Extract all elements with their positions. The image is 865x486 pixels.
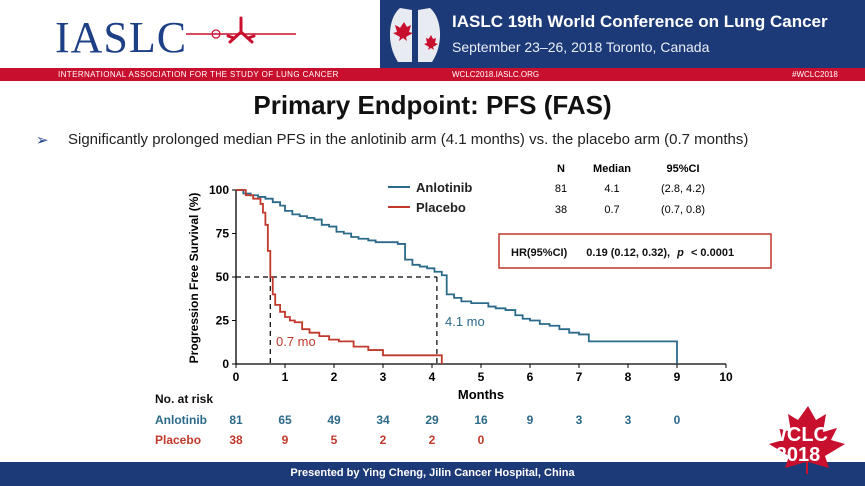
x-tick-label: 10 xyxy=(719,370,733,384)
red-strip xyxy=(0,68,865,81)
risk-count-placebo: 2 xyxy=(429,433,436,447)
risk-row-name-anlotinib: Anlotinib xyxy=(155,413,207,427)
x-tick-label: 4 xyxy=(429,370,436,384)
maple-leaf-lung-icon xyxy=(389,8,441,62)
risk-count-placebo: 2 xyxy=(380,433,387,447)
presenter-credit: Presented by Ying Cheng, Jilin Cancer Ho… xyxy=(290,467,575,479)
footer-bar xyxy=(0,462,865,486)
stats-header-median: Median xyxy=(593,163,631,175)
conference-dates: September 23–26, 2018 Toronto, Canada xyxy=(452,39,710,55)
legend-placebo: Placebo xyxy=(416,200,466,215)
risk-count-placebo: 9 xyxy=(282,433,289,447)
org-name: INTERNATIONAL ASSOCIATION FOR THE STUDY … xyxy=(58,70,339,79)
stats-cell: (0.7, 0.8) xyxy=(661,204,705,216)
x-tick-label: 0 xyxy=(233,370,240,384)
risk-count-anlotinib: 81 xyxy=(229,413,243,427)
wclc-badge: WCLC 2018 xyxy=(768,425,828,465)
conference-banner xyxy=(380,0,865,68)
hr-box xyxy=(498,233,772,269)
stats-cell: 4.1 xyxy=(604,183,619,195)
risk-count-anlotinib: 29 xyxy=(425,413,439,427)
stats-cell: 81 xyxy=(555,183,567,195)
risk-count-anlotinib: 3 xyxy=(576,413,583,427)
risk-count-anlotinib: 65 xyxy=(278,413,292,427)
bullet-arrow-icon: ➢ xyxy=(36,132,49,149)
hr-value: 0.19 (0.12, 0.32), xyxy=(586,247,670,259)
stats-header-ci: 95%CI xyxy=(666,163,699,175)
x-tick-label: 8 xyxy=(625,370,632,384)
y-tick-label: 25 xyxy=(216,314,230,328)
risk-table-label: No. at risk xyxy=(155,392,213,406)
bullet-text: Significantly prolonged median PFS in th… xyxy=(68,131,749,148)
hr-p-value: < 0.0001 xyxy=(691,247,734,259)
x-tick-label: 6 xyxy=(527,370,534,384)
conference-title: IASLC 19th World Conference on Lung Canc… xyxy=(452,12,828,31)
median-label-anlotinib: 4.1 mo xyxy=(445,314,485,329)
x-tick-label: 9 xyxy=(674,370,681,384)
y-tick-label: 75 xyxy=(216,227,230,241)
hr-box-text: HR(95%CI) 0.19 (0.12, 0.32), p < 0.0001 xyxy=(511,247,734,259)
legend-anlotinib: Anlotinib xyxy=(416,180,472,195)
lungs-logo-icon xyxy=(186,16,296,44)
x-axis-label: Months xyxy=(458,387,504,402)
stats-cell: (2.8, 4.2) xyxy=(661,183,705,195)
risk-count-anlotinib: 9 xyxy=(527,413,534,427)
km-curve-placebo xyxy=(236,189,443,364)
risk-count-anlotinib: 34 xyxy=(376,413,390,427)
risk-count-placebo: 5 xyxy=(331,433,338,447)
x-tick-label: 7 xyxy=(576,370,583,384)
median-label-placebo: 0.7 mo xyxy=(276,334,316,349)
slide-title: Primary Endpoint: PFS (FAS) xyxy=(253,90,612,120)
iaslc-logo: IASLC xyxy=(55,13,188,62)
risk-count-placebo: 0 xyxy=(478,433,485,447)
risk-count-placebo: 38 xyxy=(229,433,243,447)
risk-row-name-placebo: Placebo xyxy=(155,433,201,447)
x-tick-label: 1 xyxy=(282,370,289,384)
badge-line2: 2018 xyxy=(775,444,821,466)
stats-cell: 38 xyxy=(555,204,567,216)
risk-count-anlotinib: 3 xyxy=(625,413,632,427)
maple-leaf-badge-icon xyxy=(769,406,845,474)
stats-header-n: N xyxy=(557,163,565,175)
risk-count-anlotinib: 49 xyxy=(327,413,341,427)
x-tick-label: 3 xyxy=(380,370,387,384)
website-link[interactable]: WCLC2018.IASLC.ORG xyxy=(452,70,540,79)
hr-p-symbol: p xyxy=(676,247,684,259)
risk-count-anlotinib: 0 xyxy=(674,413,681,427)
y-tick-label: 0 xyxy=(222,357,229,371)
km-curve-anlotinib xyxy=(236,189,678,364)
y-tick-label: 100 xyxy=(209,183,229,197)
x-tick-label: 5 xyxy=(478,370,485,384)
hashtag: #WCLC2018 xyxy=(792,70,838,79)
y-axis-label: Progression Free Survival (%) xyxy=(187,193,201,364)
hr-label: HR(95%CI) xyxy=(511,247,568,259)
badge-line1: WCLC xyxy=(768,424,828,446)
stats-cell: 0.7 xyxy=(604,204,619,216)
risk-count-anlotinib: 16 xyxy=(474,413,488,427)
y-tick-label: 50 xyxy=(216,270,230,284)
x-tick-label: 2 xyxy=(331,370,338,384)
